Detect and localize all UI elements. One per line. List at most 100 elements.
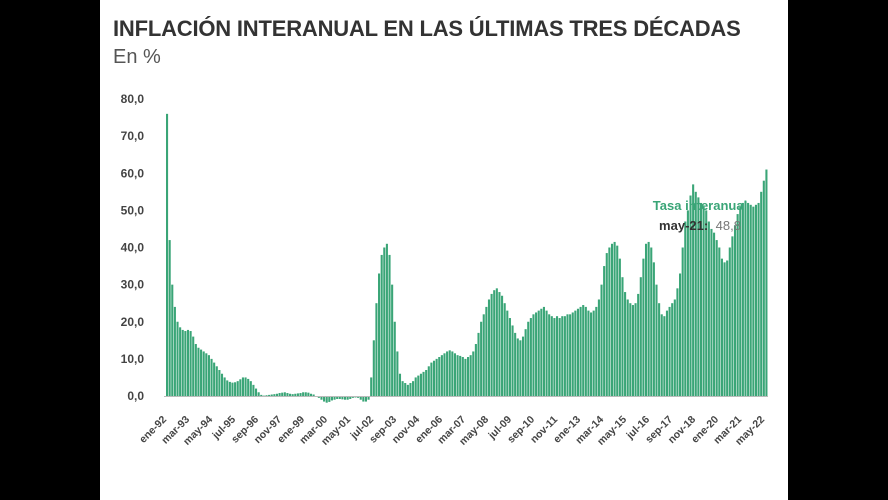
bar [508,318,511,396]
bar [582,305,585,396]
bar [323,396,326,402]
bar [171,284,174,397]
bar [592,310,595,396]
bar [443,353,446,396]
bar [299,393,302,396]
bar [485,306,488,396]
bar [291,394,294,396]
bar [707,221,710,396]
bar [474,344,477,396]
tooltip-value-line: may-21: 48,8 [659,217,741,234]
y-tick-label: 40,0 [121,241,145,255]
bar [587,310,590,396]
bar [168,240,171,396]
bar [427,366,430,396]
bar [409,383,412,396]
bar [624,292,627,396]
bar [681,247,684,396]
bar [296,393,299,396]
bar [720,258,723,396]
bar [741,202,744,396]
bar [244,377,247,396]
chart-panel: INFLACIÓN INTERANUAL EN LAS ÚLTIMAS TRES… [100,0,788,500]
bar [367,396,370,400]
bar [616,245,619,396]
bar [676,288,679,396]
bar [744,201,747,396]
bar [179,327,182,396]
bar [218,370,221,396]
bar [275,393,279,396]
bar [254,388,258,396]
bar [626,299,629,396]
bar [302,392,305,396]
bar [404,383,407,396]
y-tick-label: 50,0 [121,203,145,217]
bar [249,381,252,396]
bar [608,247,611,396]
bar [521,336,525,396]
bar [370,377,373,396]
bar [571,312,574,396]
bar [446,351,449,396]
bar [223,377,226,396]
bar [490,293,493,396]
bar [757,202,760,396]
bar [710,228,713,396]
bar [540,308,543,396]
bar [597,299,600,396]
bar [401,381,404,396]
bar [278,393,281,396]
bar [226,380,229,396]
bar [647,241,650,396]
chart-plot: 80,0 70,0 60,0 50,0 40,0 30,0 20,0 10,0 0,0 ene-… [121,92,768,448]
bar [553,318,556,396]
bar [220,373,224,396]
bar [762,180,765,396]
bar [184,331,187,396]
bar [461,357,464,396]
y-tick-label: 70,0 [121,129,145,143]
bar [584,306,587,396]
bar [364,396,368,402]
bar [412,381,415,396]
bar [273,394,276,396]
bar [186,329,190,396]
bar [207,355,210,396]
bar [752,206,755,396]
bar [228,381,231,396]
bar [603,266,606,396]
bar [673,299,676,396]
bar [419,373,422,396]
bar [362,396,365,402]
bar [432,360,436,396]
bar [456,355,459,396]
bar [524,329,527,396]
bar [294,393,297,396]
bar [563,316,566,396]
y-tick-label: 80,0 [121,92,145,106]
bar [686,210,689,397]
tooltip-value: 48,8 [716,218,741,233]
bar [736,214,739,396]
bar [393,321,396,396]
bar [205,353,208,396]
bar [435,358,438,397]
bar [166,113,169,396]
bar [320,396,323,400]
bar [671,303,674,396]
bar [731,236,734,396]
bar [542,306,545,396]
bar [312,394,315,396]
bar [343,396,347,400]
bar [702,206,705,396]
x-axis: ene-92mar-93may-94jul-95sep-96nov-97ene-… [137,414,767,448]
bar [398,373,402,396]
bar [694,191,697,396]
bar [325,396,328,403]
bar [561,316,564,396]
bar [260,394,263,396]
bar [637,293,640,396]
bar [506,310,509,396]
bar [236,381,239,396]
